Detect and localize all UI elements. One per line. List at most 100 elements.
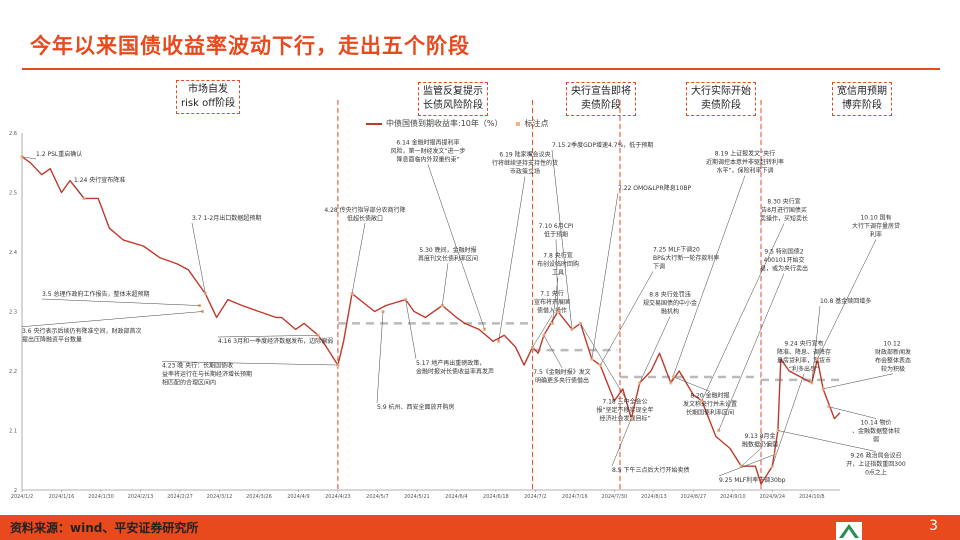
annotation-leader-line xyxy=(718,273,785,431)
annotation-label: 9.24 央行宣布降准、降息、调降存量房贷利率，宽货币“利多出尽” xyxy=(777,339,831,373)
annotation-label: 9.5 特别国债2 400101开始交易，或为央行卖出 xyxy=(760,248,808,273)
x-tick-label: 2024/7/2 xyxy=(524,494,546,500)
page-title: 今年以来国债收益率波动下行，走出五个阶段 xyxy=(30,34,470,58)
annotation-label: 4.16 3月和一季度经济数据发布，边际偏弱 xyxy=(218,337,333,345)
x-tick-label: 2024/8/27 xyxy=(681,494,707,500)
x-tick-label: 2024/4/9 xyxy=(287,494,309,500)
x-tick-label: 2024/8/13 xyxy=(641,494,667,500)
annotation-leader-line xyxy=(21,156,37,160)
annotation-label: 7.18 三中全会公报“坚定不移实现全年经济社会发展目标” xyxy=(596,398,653,423)
annotation-leader-line xyxy=(427,164,485,330)
brand-logo-icon xyxy=(836,522,862,540)
annotation-label: 10.8 基金赎回增多 xyxy=(820,297,871,305)
x-tick-label: 2024/2/27 xyxy=(167,494,193,500)
annotation-label: 10.14 物价、金融数据整体较弱 xyxy=(852,419,900,444)
chart-legend: 中债国债到期收益率:10年（%） 标注点 xyxy=(366,118,548,129)
annotation-label: 7.8 央行宣布创设临时回购工具 xyxy=(537,252,579,277)
y-tick-label: 2.5 xyxy=(9,191,17,197)
phase-label-4-line1: 大行实际开始 xyxy=(691,86,751,97)
phase-label-3-line2: 卖债阶段 xyxy=(581,100,621,111)
annotation-leader-line xyxy=(191,222,206,294)
annotation-leader-line xyxy=(670,175,746,383)
annotation-label: 6.19 陆家嘴会议央行将继续坚持支持性的货币政策立场 xyxy=(492,151,558,176)
y-tick-label: 2.3 xyxy=(9,310,17,316)
annotation-leader-line xyxy=(41,298,200,306)
legend-marker-label: 标注点 xyxy=(524,119,549,128)
annotation-label: 6.14 金融时报再提利率风险，第一财经发文“进一步降息面临内外双重约束” xyxy=(390,139,465,164)
source-note: 资料来源：wind、平安证券研究所 xyxy=(10,521,199,535)
phase-label-2-line1: 监管反复提示 xyxy=(423,86,483,97)
annotation-label: 7.22 OMO&LPR降息10BP xyxy=(618,184,691,192)
annotation-leader-line xyxy=(673,376,711,392)
annotation-label: 3.6 央行表示后续仍有降准空间，财政部首次提出压降融资平台数量 xyxy=(22,327,141,344)
annotation-leader-line xyxy=(551,149,573,330)
x-tick-label: 2024/10/8 xyxy=(799,494,825,500)
annotation-label: 8.30 央行宣告8月进行国债买卖操作，买短卖长 xyxy=(760,198,808,223)
annotation-leader-line xyxy=(811,305,821,383)
annotation-leader-line xyxy=(600,271,654,366)
y-tick-label: 2.6 xyxy=(9,131,17,137)
x-tick-label: 2024/9/24 xyxy=(759,494,785,500)
annotation-leader-line xyxy=(701,223,785,401)
x-tick-label: 2024/2/13 xyxy=(128,494,154,500)
annotation-leader-line xyxy=(376,311,384,404)
y-tick-label: 2.2 xyxy=(9,369,17,375)
annotation-label: 5.9 杭州、西安全面放开购房 xyxy=(377,403,454,411)
annotation-label: 3.7 1-2月出口数据超预期 xyxy=(192,214,261,222)
annotation-leader-line xyxy=(555,239,559,312)
annotation-leader-line xyxy=(591,192,619,360)
annotation-label: 8.20 金融时报发文称央行并未设置长期国债利率区间 xyxy=(683,392,737,417)
phase-label-2-line2: 长债风险阶段 xyxy=(423,100,483,111)
annotation-label: 9.13 8月金融数据仍偏弱 xyxy=(742,432,778,449)
phase-label-1: 市场自发 risk off阶段 xyxy=(176,80,241,114)
x-tick-label: 2024/1/30 xyxy=(88,494,114,500)
annotation-leader-line xyxy=(351,223,366,294)
annotation-leader-line xyxy=(639,316,671,384)
annotation-leader-line xyxy=(21,311,203,327)
annotation-leader-line xyxy=(817,239,877,360)
annotation-leader-line xyxy=(718,454,776,477)
x-tick-label: 2024/5/21 xyxy=(404,494,430,500)
annotation-leader-line xyxy=(161,361,338,366)
phase-label-4: 大行实际开始 卖债阶段 xyxy=(686,82,756,116)
annotation-leader-line xyxy=(828,406,877,419)
x-tick-label: 2024/3/26 xyxy=(246,494,272,500)
annotation-label: 9.25 MLF利率下调30bp xyxy=(719,476,786,484)
annotation-leader-line xyxy=(543,335,563,368)
x-tick-label: 2024/4/23 xyxy=(325,494,351,500)
annotation-label: 8.8 央行处罚违规交易国债的中小金融机构 xyxy=(643,291,697,316)
annotation-label: 7.5《金融时报》发文明确更多央行债借出 xyxy=(533,368,591,385)
annotation-label: 3.5 总理作政府工作报告，整体未超预期 xyxy=(42,290,149,298)
phase-label-3: 央行宣告即将 卖债阶段 xyxy=(566,82,636,116)
annotation-leader-line xyxy=(73,184,85,199)
annotation-label: 7.25 MLF下调20 BP&大行新一轮存款利率下调 xyxy=(653,246,719,271)
phase-label-1-line2: risk off阶段 xyxy=(181,98,236,109)
phase-label-5: 宽信用预期 博弈阶段 xyxy=(832,82,892,116)
y-tick-label: 2 xyxy=(14,488,17,494)
x-tick-label: 2024/7/16 xyxy=(562,494,588,500)
annotation-label: 9.26 政治局会议召开，上证指数重回300 0点之上 xyxy=(846,452,906,477)
annotation-label: 7.1 央行宣布将开展国债借入操作 xyxy=(534,290,570,315)
yield-series-line xyxy=(21,156,841,485)
legend-marker-swatch xyxy=(516,121,521,126)
annotation-leader-line xyxy=(405,299,417,359)
x-tick-label: 2024/6/18 xyxy=(483,494,509,500)
annotation-leader-line xyxy=(772,373,805,467)
legend-line-swatch xyxy=(366,122,382,125)
annotation-leader-line xyxy=(611,418,632,467)
annotation-label: 10.12 财政部新闻发布会整体表态较为积极 xyxy=(875,340,911,373)
y-tick-label: 2.1 xyxy=(9,429,17,435)
footer-bar xyxy=(0,515,960,540)
annotation-label: 7.10 6月CPI 低于预期 xyxy=(539,223,574,239)
annotation-leader-line xyxy=(217,335,319,338)
annotation-label: 7.15 2季度GDP增速4.7%，低于预期 xyxy=(552,141,653,149)
annotation-label: 10.10 国有大行下调存量房贷利率 xyxy=(852,214,900,239)
phase-label-3-line1: 央行宣告即将 xyxy=(571,86,631,97)
title-divider xyxy=(22,68,940,70)
annotation-label: 1.24 央行宣布降准 xyxy=(74,176,125,184)
yield-chart: 2 2.1 2.2 2.3 2.4 2.5 2.6 2024/1/2 2024/1/16 2024… xyxy=(9,100,911,500)
page-number: 3 xyxy=(929,518,938,534)
annotation-label: 4.28 传央行指导部分农商行降低超长债敞口 xyxy=(324,206,405,223)
x-tick-label: 2024/6/4 xyxy=(445,494,467,500)
x-tick-label: 2024/5/7 xyxy=(366,494,388,500)
